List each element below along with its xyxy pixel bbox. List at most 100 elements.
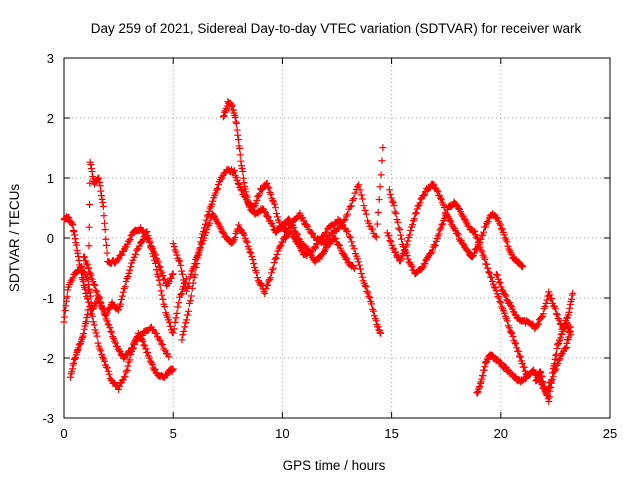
data-point [82,259,90,267]
data-point [86,201,94,209]
data-point [403,252,411,260]
data-point [409,221,417,229]
data-point [84,286,92,294]
data-point [97,192,105,200]
data-point [552,310,560,318]
data-point [182,287,190,295]
data-point [339,250,347,258]
data-point [361,206,369,214]
data-point [478,248,486,256]
data-point [478,375,486,383]
data-point [204,211,212,219]
data-point [249,256,257,264]
data-point [199,228,207,236]
data-point [569,289,577,297]
data-point [299,214,307,222]
data-point [154,258,162,266]
data-point [473,235,481,243]
data-point [138,237,146,245]
data-point [296,237,304,245]
data-point [102,235,110,243]
data-point [404,255,412,263]
data-point [406,231,414,239]
data-point [546,387,554,395]
data-point [131,250,139,258]
data-point [97,187,105,195]
data-point [115,347,123,355]
data-point [116,382,124,390]
data-point [565,324,573,332]
data-point [179,270,187,278]
data-point [181,323,189,331]
data-point [428,246,436,254]
data-point [69,274,77,282]
data-point [159,341,167,349]
data-point [154,273,162,281]
data-point [359,195,367,203]
data-point [69,361,77,369]
data-point [248,252,256,260]
data-point [69,221,77,229]
data-point [365,292,373,300]
data-point [171,318,179,326]
data-point [126,356,134,364]
data-point [394,218,402,226]
data-point [253,196,261,204]
data-point [358,273,366,281]
data-point [341,216,349,224]
data-point [170,243,178,251]
data-point [555,356,563,364]
data-point [536,367,544,375]
data-point [68,365,76,373]
data-point [362,283,370,291]
data-point [236,145,244,153]
data-point [74,346,82,354]
data-point [495,278,503,286]
y-axis-label: SDTVAR / TECUs [7,184,22,293]
data-point [89,318,97,326]
data-point [103,364,111,372]
data-point [172,248,180,256]
data-point [297,247,305,255]
data-point [69,227,77,235]
data-point [505,324,513,332]
y-tick-label: 3 [47,51,54,66]
data-point [360,202,368,210]
data-point [101,226,109,234]
data-point [201,220,209,228]
data-point [404,237,412,245]
data-point [106,324,114,332]
data-point [169,365,177,373]
data-point [198,233,206,241]
data-point [270,259,278,267]
data-point [150,249,158,257]
data-point [100,212,108,220]
data-point [493,214,501,222]
data-point [309,230,317,238]
data-point [228,101,236,109]
data-point [62,297,70,305]
data-point [177,291,185,299]
data-point [554,314,562,322]
data-point [264,281,272,289]
data-point [159,295,167,303]
data-point [502,292,510,300]
data-point [102,241,110,249]
data-point [142,345,150,353]
data-point [496,298,504,306]
data-point [119,288,127,296]
data-point [81,285,89,293]
data-point [213,186,221,194]
data-point [88,312,96,320]
data-point [495,294,503,302]
data-point [206,219,214,227]
data-point [501,291,509,299]
data-point [273,250,281,258]
data-point [103,249,111,257]
data-point [344,227,352,235]
data-points [60,98,577,405]
data-point [82,318,90,326]
data-point [115,306,123,314]
data-point [511,339,519,347]
data-point [484,264,492,272]
